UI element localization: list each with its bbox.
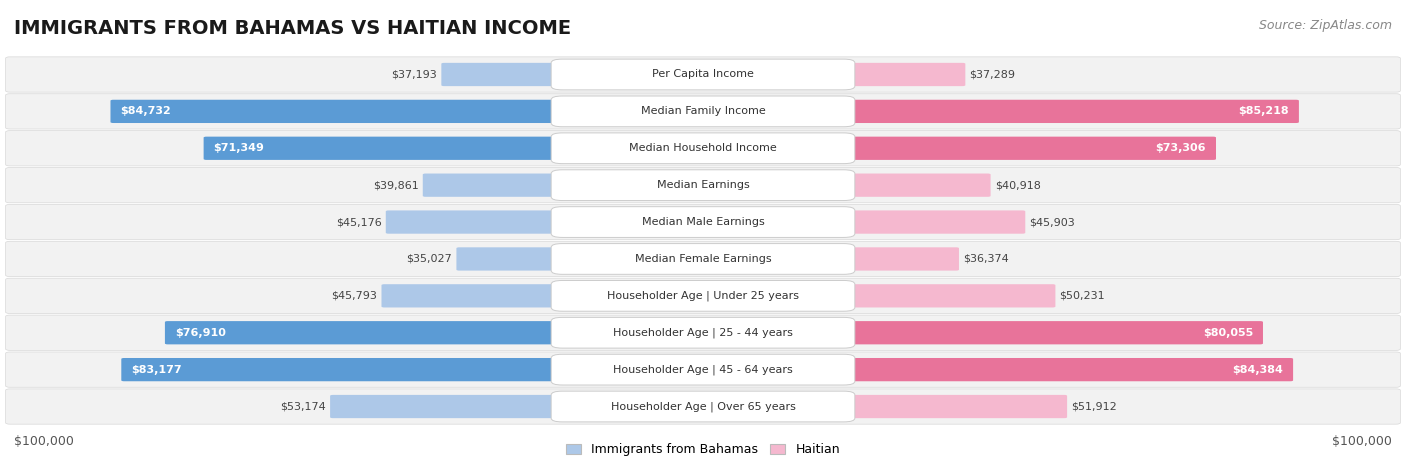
Text: Per Capita Income: Per Capita Income [652, 70, 754, 79]
Text: $45,793: $45,793 [332, 291, 377, 301]
Text: $84,732: $84,732 [121, 106, 172, 116]
Text: $37,193: $37,193 [391, 70, 437, 79]
FancyBboxPatch shape [111, 100, 706, 123]
Text: $35,027: $35,027 [406, 254, 453, 264]
Text: Median Family Income: Median Family Income [641, 106, 765, 116]
Text: $71,349: $71,349 [214, 143, 264, 153]
FancyBboxPatch shape [700, 63, 966, 86]
Text: $45,176: $45,176 [336, 217, 381, 227]
FancyBboxPatch shape [6, 57, 1400, 92]
FancyBboxPatch shape [6, 352, 1400, 387]
FancyBboxPatch shape [423, 174, 706, 197]
FancyBboxPatch shape [121, 358, 706, 381]
Text: Median Female Earnings: Median Female Earnings [634, 254, 772, 264]
FancyBboxPatch shape [6, 94, 1400, 129]
Text: Median Household Income: Median Household Income [628, 143, 778, 153]
FancyBboxPatch shape [551, 170, 855, 200]
FancyBboxPatch shape [700, 100, 1299, 123]
Text: $83,177: $83,177 [131, 365, 181, 375]
Text: $45,903: $45,903 [1029, 217, 1076, 227]
Text: $37,289: $37,289 [970, 70, 1015, 79]
Text: Householder Age | 25 - 44 years: Householder Age | 25 - 44 years [613, 327, 793, 338]
Text: Householder Age | Over 65 years: Householder Age | Over 65 years [610, 401, 796, 412]
FancyBboxPatch shape [700, 284, 1056, 307]
FancyBboxPatch shape [441, 63, 706, 86]
Text: $73,306: $73,306 [1156, 143, 1206, 153]
Text: $84,384: $84,384 [1233, 365, 1284, 375]
FancyBboxPatch shape [700, 174, 991, 197]
Text: $39,861: $39,861 [373, 180, 419, 190]
Text: Householder Age | 45 - 64 years: Householder Age | 45 - 64 years [613, 364, 793, 375]
FancyBboxPatch shape [551, 391, 855, 422]
Text: $36,374: $36,374 [963, 254, 1010, 264]
FancyBboxPatch shape [6, 241, 1400, 276]
FancyBboxPatch shape [700, 395, 1067, 418]
FancyBboxPatch shape [6, 205, 1400, 240]
Text: $53,174: $53,174 [280, 402, 326, 411]
Text: IMMIGRANTS FROM BAHAMAS VS HAITIAN INCOME: IMMIGRANTS FROM BAHAMAS VS HAITIAN INCOM… [14, 19, 571, 38]
FancyBboxPatch shape [165, 321, 706, 344]
FancyBboxPatch shape [551, 281, 855, 311]
Text: Median Male Earnings: Median Male Earnings [641, 217, 765, 227]
FancyBboxPatch shape [700, 321, 1263, 344]
FancyBboxPatch shape [551, 59, 855, 90]
Text: $100,000: $100,000 [1331, 435, 1392, 448]
FancyBboxPatch shape [700, 358, 1294, 381]
FancyBboxPatch shape [551, 207, 855, 237]
FancyBboxPatch shape [381, 284, 706, 307]
Text: $85,218: $85,218 [1239, 106, 1289, 116]
FancyBboxPatch shape [6, 389, 1400, 424]
Text: Householder Age | Under 25 years: Householder Age | Under 25 years [607, 290, 799, 301]
FancyBboxPatch shape [457, 248, 706, 270]
Text: $100,000: $100,000 [14, 435, 75, 448]
Text: $76,910: $76,910 [174, 328, 225, 338]
FancyBboxPatch shape [6, 131, 1400, 166]
Text: $40,918: $40,918 [995, 180, 1040, 190]
Text: $50,231: $50,231 [1060, 291, 1105, 301]
FancyBboxPatch shape [551, 244, 855, 274]
FancyBboxPatch shape [204, 137, 706, 160]
FancyBboxPatch shape [551, 96, 855, 127]
FancyBboxPatch shape [551, 318, 855, 348]
FancyBboxPatch shape [385, 211, 706, 234]
FancyBboxPatch shape [551, 133, 855, 163]
FancyBboxPatch shape [551, 354, 855, 385]
FancyBboxPatch shape [330, 395, 706, 418]
Text: $51,912: $51,912 [1071, 402, 1118, 411]
FancyBboxPatch shape [700, 211, 1025, 234]
Text: Median Earnings: Median Earnings [657, 180, 749, 190]
FancyBboxPatch shape [700, 248, 959, 270]
FancyBboxPatch shape [6, 315, 1400, 350]
Legend: Immigrants from Bahamas, Haitian: Immigrants from Bahamas, Haitian [567, 443, 839, 456]
FancyBboxPatch shape [700, 137, 1216, 160]
FancyBboxPatch shape [6, 168, 1400, 203]
FancyBboxPatch shape [6, 278, 1400, 313]
Text: $80,055: $80,055 [1204, 328, 1253, 338]
Text: Source: ZipAtlas.com: Source: ZipAtlas.com [1258, 19, 1392, 32]
